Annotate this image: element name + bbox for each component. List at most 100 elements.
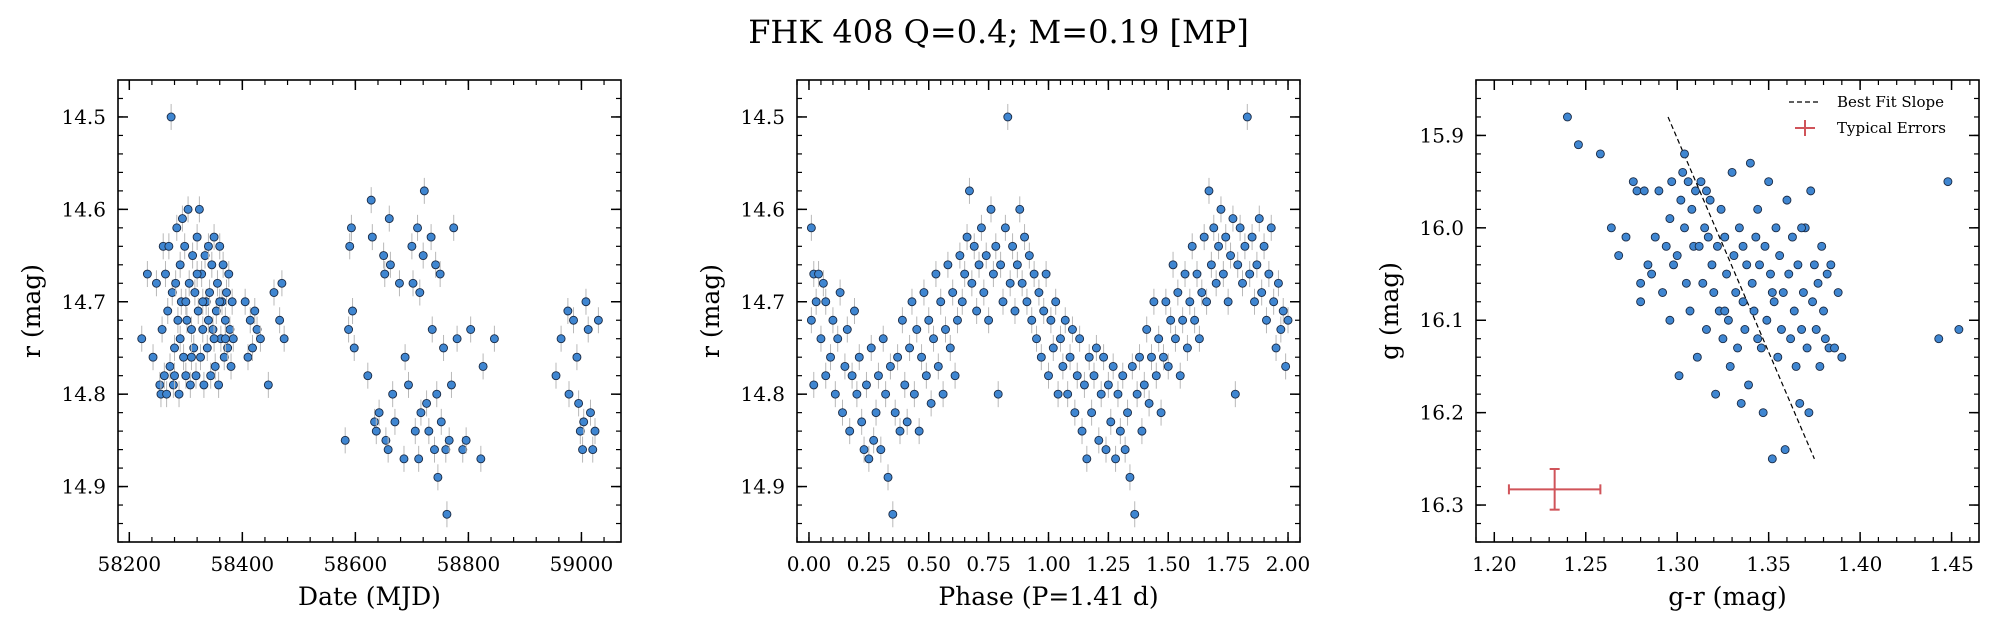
data-point [1032,334,1041,344]
data-point [384,214,394,224]
data-point [209,232,219,242]
data-point [422,398,432,408]
data-point [363,371,373,381]
data-point [206,371,216,381]
data-point [220,315,230,325]
data-point [943,260,953,270]
data-point [370,417,380,427]
axes-frame [796,79,1301,543]
data-point [828,315,838,325]
x-tick-label: 1.30 [1655,552,1700,576]
y-tick-label: 14.7 [740,290,785,314]
data-point [224,269,234,279]
data-point [1680,149,1689,159]
data-point [388,389,398,399]
x-tick-label: 0.25 [847,552,892,576]
data-point [250,306,260,316]
data-point [1665,214,1675,224]
data-point [374,408,384,418]
data-point [1702,186,1711,196]
data-point [1039,306,1049,316]
data-point [845,426,855,436]
data-point [192,269,202,279]
x-tick-label: 0.50 [906,552,951,576]
data-point [1747,278,1757,288]
data-point [466,325,476,334]
data-point [1711,389,1721,399]
data-point [1199,232,1209,242]
data-point [252,325,262,334]
data-point [385,260,395,270]
data-point [579,417,589,427]
data-point [395,278,404,288]
data-point [859,445,869,455]
x-tick-label: 1.45 [1929,552,1974,576]
data-point [1762,315,1772,325]
data-point [1777,325,1786,334]
y-axis-label: r (mag) [17,264,46,358]
data-point [407,241,417,251]
data-point [1103,380,1113,390]
y-tick-label: 14.5 [61,105,106,129]
y-axis-label: r (mag) [696,264,725,358]
data-point [1079,380,1089,390]
data-point [1147,352,1156,362]
data-point [1168,260,1178,270]
data-point [1734,223,1744,233]
data-point [1278,306,1288,316]
data-point [998,297,1008,307]
data-point [223,343,233,353]
y-tick-label: 16.0 [1419,216,1464,240]
y-tick-label: 14.6 [61,197,106,221]
data-point [1758,408,1768,418]
data-point [163,306,173,316]
data-point [1621,232,1631,242]
data-point [1230,389,1240,399]
data-point [1084,352,1094,362]
data-point [215,297,225,307]
data-point [806,223,816,233]
data-point [1696,177,1706,187]
data-point [1211,278,1221,288]
data-point [1769,297,1779,307]
data-point [1123,408,1132,418]
data-point [1771,223,1781,233]
data-point [1723,315,1733,325]
panel-phase-curve: 0.00 0.25 0.50 0.75 1.00 1.25 1.50 1.75 2.00 14.5… [696,79,1310,611]
data-point [1266,223,1276,233]
data-point [847,371,857,381]
data-point [198,297,208,307]
data-point [924,315,934,325]
data-point [979,288,989,297]
data-point [921,371,931,381]
data-point [426,232,436,242]
data-point [182,315,192,325]
data-point [1934,334,1944,344]
data-point [1089,371,1099,381]
x-tick-label: 1.20 [1472,552,1517,576]
data-point [1665,315,1675,325]
data-point [1101,445,1111,455]
data-point [187,352,196,362]
data-point [581,297,591,307]
data-point [1817,241,1827,251]
data-point [167,288,177,297]
data-point [166,112,176,122]
data-point [1242,112,1252,122]
data-point [1259,241,1269,251]
data-point [227,297,237,307]
data-point [200,251,210,261]
data-point [366,195,376,205]
panel-light-curve: 58200 58400 58600 58800 59000 14.5 14.6 14.7 14.… [17,79,622,611]
data-point [1738,297,1748,307]
data-point [277,278,287,288]
data-point [1720,306,1730,316]
data-point [1614,251,1624,261]
data-point [1139,380,1149,390]
x-axis-label: Phase (P=1.41 d) [938,582,1158,611]
data-point [199,380,209,390]
data-point [556,334,566,344]
data-point [974,260,984,270]
data-point [1692,352,1702,362]
data-point [1709,288,1719,297]
